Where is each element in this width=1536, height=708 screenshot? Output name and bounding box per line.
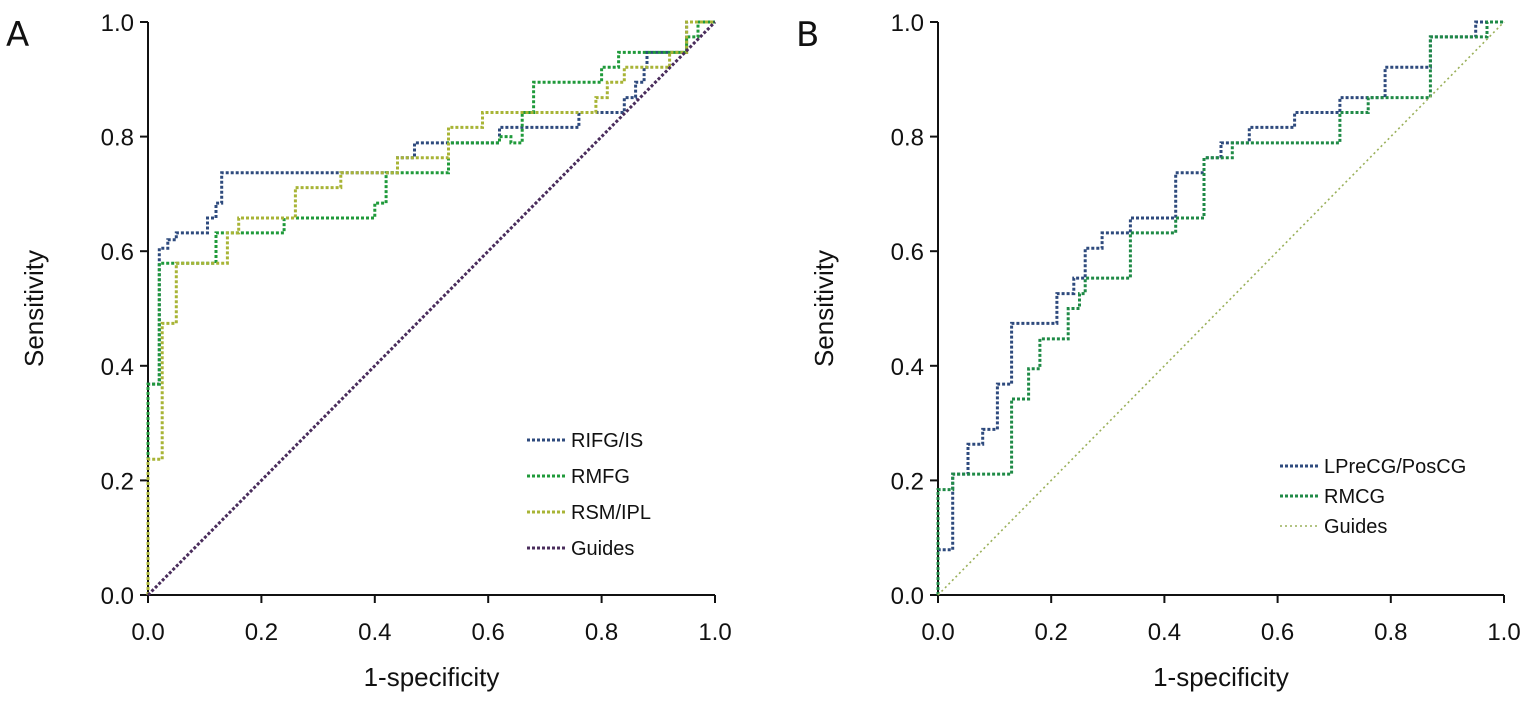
x-tick-label: 0.0 bbox=[131, 619, 164, 646]
panel-label: B bbox=[796, 15, 819, 55]
series-line-lprecg-poscg bbox=[936, 20, 1504, 595]
y-tick-label: 0.2 bbox=[891, 468, 924, 495]
y-tick-label: 1.0 bbox=[891, 10, 924, 37]
x-tick-label: 0.2 bbox=[245, 619, 278, 646]
x-tick-label: 1.0 bbox=[1487, 619, 1520, 646]
x-tick-label: 0.4 bbox=[358, 619, 391, 646]
x-axis-title: 1-specificity bbox=[1153, 662, 1289, 692]
y-tick-label: 0.8 bbox=[101, 125, 134, 152]
legend-entry: RMFG bbox=[571, 466, 630, 488]
legend-entry: RSM/IPL bbox=[571, 502, 651, 524]
legend-entry: Guides bbox=[1324, 516, 1387, 538]
x-tick-label: 0.2 bbox=[1035, 619, 1068, 646]
legend: LPreCG/PosCG RMCG Guides bbox=[1280, 456, 1466, 538]
y-tick-label: 0.2 bbox=[101, 468, 134, 495]
series-line-guides bbox=[146, 20, 717, 597]
x-tick-label: 0.6 bbox=[1261, 619, 1294, 646]
chart-panel-a: A 0.0 0.0 0.2 0.2 0.4 0.4 0.6 0.6 0.8 0.8 1.0 1.0 1-s… bbox=[6, 10, 732, 692]
series-line-rsm-ipl bbox=[146, 20, 715, 595]
y-tick-label: 0.6 bbox=[891, 239, 924, 266]
series-line-rmcg bbox=[936, 20, 1504, 595]
series-line-rifg-is bbox=[146, 20, 715, 595]
x-tick-label: 0.8 bbox=[1374, 619, 1407, 646]
y-tick-label: 0.0 bbox=[891, 583, 924, 610]
legend-entry: RIFG/IS bbox=[571, 430, 643, 452]
series-line-rmfg bbox=[146, 20, 715, 595]
y-axis-title: Sensitivity bbox=[809, 250, 839, 367]
legend: RIFG/IS RMFG RSM/IPL Guides bbox=[527, 430, 651, 560]
x-axis-title: 1-specificity bbox=[364, 662, 500, 692]
x-tick-label: 1.0 bbox=[698, 619, 731, 646]
y-tick-label: 0.4 bbox=[891, 354, 924, 381]
legend-entry: LPreCG/PosCG bbox=[1324, 456, 1466, 478]
x-tick-label: 0.4 bbox=[1148, 619, 1181, 646]
chart-panel-b: B 0.0 0.0 0.2 0.2 0.4 0.4 0.6 0.6 0.8 0.8 1.0 1.0 1-s… bbox=[796, 10, 1521, 692]
x-tick-label: 0.0 bbox=[921, 619, 954, 646]
panel-label: A bbox=[6, 15, 29, 55]
x-tick-label: 0.6 bbox=[472, 619, 505, 646]
y-tick-label: 0.6 bbox=[101, 239, 134, 266]
y-axis-title: Sensitivity bbox=[19, 250, 49, 367]
y-tick-label: 0.8 bbox=[891, 125, 924, 152]
legend-entry: RMCG bbox=[1324, 486, 1385, 508]
series-line-guides bbox=[937, 21, 1505, 596]
legend-entry: Guides bbox=[571, 538, 634, 560]
y-tick-label: 0.0 bbox=[101, 583, 134, 610]
y-tick-label: 0.4 bbox=[101, 354, 134, 381]
x-tick-label: 0.8 bbox=[585, 619, 618, 646]
y-tick-label: 1.0 bbox=[101, 10, 134, 37]
